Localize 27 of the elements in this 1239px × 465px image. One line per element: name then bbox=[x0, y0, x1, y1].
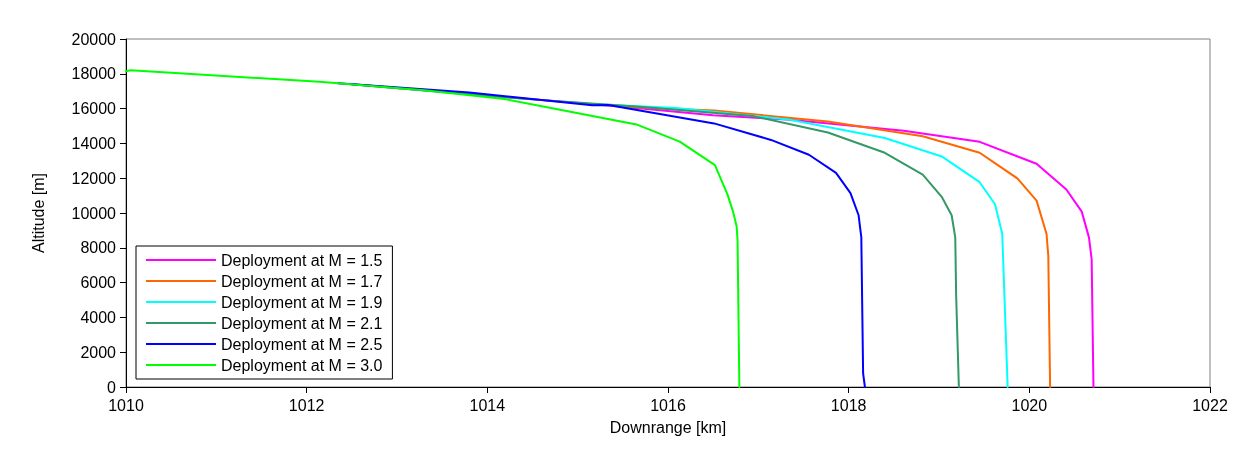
x-axis-title: Downrange [km] bbox=[609, 418, 727, 436]
x-tick-label: 1022 bbox=[1192, 396, 1228, 414]
y-tick-label: 2000 bbox=[80, 343, 117, 361]
x-tick-label: 1010 bbox=[108, 396, 144, 414]
y-tick-label: 14000 bbox=[71, 134, 117, 152]
y-tick-label: 6000 bbox=[80, 274, 117, 292]
legend-label: Deployment at M = 2.1 bbox=[221, 314, 383, 332]
y-tick-label: 10000 bbox=[71, 204, 117, 222]
y-tick-label: 20000 bbox=[71, 30, 117, 48]
legend-label: Deployment at M = 1.9 bbox=[221, 293, 383, 311]
y-tick-label: 4000 bbox=[80, 308, 117, 326]
y-tick-label: 0 bbox=[107, 378, 117, 396]
x-tick-label: 1014 bbox=[469, 396, 506, 414]
y-tick-label: 18000 bbox=[71, 65, 117, 83]
x-tick-label: 1012 bbox=[288, 396, 325, 414]
line-series bbox=[125, 69, 741, 388]
legend-label: Deployment at M = 1.5 bbox=[221, 251, 383, 269]
y-tick-label: 12000 bbox=[71, 169, 117, 187]
x-tick-label: 1018 bbox=[830, 396, 867, 414]
x-tick-label: 1020 bbox=[1011, 396, 1048, 414]
y-tick-label: 8000 bbox=[80, 239, 117, 257]
legend-label: Deployment at M = 2.5 bbox=[221, 335, 383, 353]
legend-label: Deployment at M = 3.0 bbox=[221, 356, 383, 374]
y-tick-label: 16000 bbox=[71, 100, 117, 118]
legend-label: Deployment at M = 1.7 bbox=[221, 272, 383, 290]
y-axis-title: Altitude [m] bbox=[29, 172, 47, 254]
x-tick-label: 1016 bbox=[650, 396, 686, 414]
